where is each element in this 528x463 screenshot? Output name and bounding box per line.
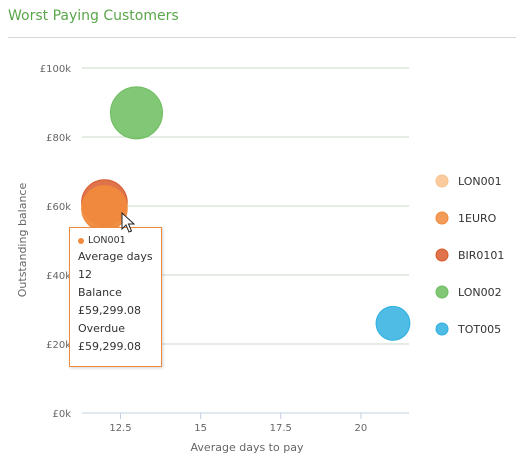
legend-label[interactable]: LON001 [458,175,502,188]
legend-label[interactable]: LON002 [458,286,502,299]
tooltip-series-name: LON001 [88,235,126,246]
bubble-tot005[interactable] [375,305,411,341]
y-tick-label: £80k [46,133,71,144]
y-tick-label: £0k [52,409,71,420]
legend-label[interactable]: TOT005 [457,323,501,336]
tooltip-avg-days-value: 12 [78,268,92,281]
y-axis-title: Outstanding balance [16,183,29,298]
legend-marker[interactable] [435,174,449,188]
y-tick-label: £20k [46,340,71,351]
legend-marker[interactable] [435,285,449,299]
legend-marker[interactable] [435,248,449,262]
chart-tooltip: LON001 Average days 12 Balance £59,299.0… [69,227,162,367]
legend-marker[interactable] [435,211,449,225]
x-tick-label: 15 [194,423,207,434]
tooltip-avg-days-label: Average days [78,250,153,263]
tooltip-overdue-label: Overdue [78,322,125,335]
x-tick-label: 17.5 [270,423,292,434]
bubble-lon002[interactable] [110,86,163,140]
y-tick-label: £60k [46,202,71,213]
widget-title: Worst Paying Customers [8,8,179,24]
tooltip-balance-value: £59,299.08 [78,304,141,317]
legend-label[interactable]: BIR0101 [458,249,504,262]
y-tick-label: £100k [40,64,71,75]
series-dot-icon [78,237,84,244]
y-tick-label: £40k [46,271,71,282]
tooltip-balance-label: Balance [78,286,122,299]
legend-marker[interactable] [435,322,449,336]
tooltip-overdue-value: £59,299.08 [78,340,141,353]
mouse-pointer-icon [121,212,135,233]
x-tick-label: 20 [355,423,368,434]
legend-label[interactable]: 1EURO [458,212,497,225]
x-tick-label: 12.5 [109,423,131,434]
x-axis-title: Average days to pay [191,441,304,454]
tooltip-series: LON001 [78,234,153,248]
title-divider [8,37,516,38]
